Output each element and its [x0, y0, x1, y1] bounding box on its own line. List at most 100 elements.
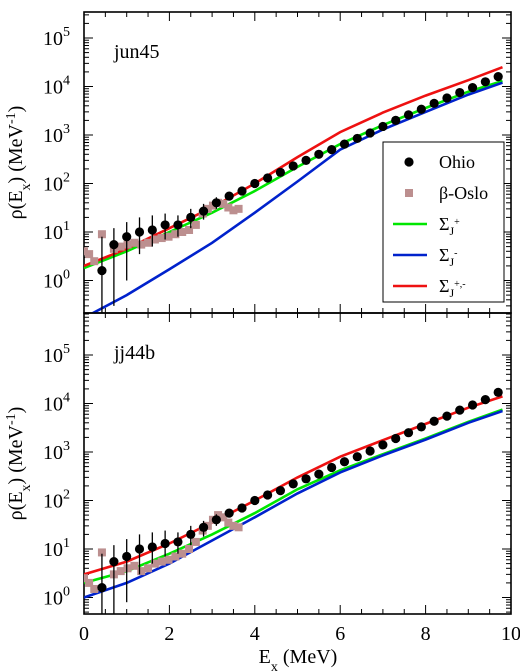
ohio-point: [173, 220, 183, 230]
ohio-point: [327, 144, 337, 155]
legend-marker-ohio: [404, 157, 414, 167]
ohio-point: [442, 411, 452, 421]
ohio-point: [160, 538, 170, 549]
y-tick-label: 103: [43, 439, 70, 464]
ohio-point: [198, 206, 209, 216]
ohio-point: [352, 133, 362, 144]
ohio-point: [391, 433, 401, 444]
ohio-point: [224, 508, 234, 518]
ohio-point: [493, 72, 503, 82]
ohio-point: [314, 469, 324, 479]
legend-label: β-Oslo: [439, 183, 488, 203]
x-ticks: [83, 12, 512, 313]
x-tick-label: 0: [79, 623, 89, 645]
ohio-point: [275, 486, 286, 496]
ohio-point: [237, 503, 247, 513]
ohio-point: [275, 167, 286, 177]
oslo-point: [178, 228, 187, 236]
oslo-point: [157, 234, 166, 243]
oslo-point: [234, 204, 243, 213]
legend-label: ΣJ+: [439, 214, 460, 238]
ohio-point: [442, 93, 452, 103]
oslo-point: [97, 230, 106, 239]
ohio-point: [97, 266, 107, 276]
plot-area: [84, 65, 503, 313]
oslo-point: [185, 225, 194, 234]
ohio-point: [250, 495, 260, 506]
oslo-point: [224, 203, 233, 212]
series-line-J+-: [84, 65, 503, 268]
y-tick-label: 102: [43, 488, 70, 513]
ohio-point: [250, 178, 260, 189]
ohio-point: [416, 104, 426, 114]
ohio-point: [134, 544, 145, 554]
ohio-point: [403, 110, 414, 120]
ohio-point: [480, 395, 490, 405]
oslo-point: [219, 199, 228, 208]
y-tick-label: 101: [43, 219, 70, 244]
oslo-point: [150, 235, 159, 244]
ohio-point: [147, 542, 157, 552]
ohio-point: [122, 232, 132, 242]
oslo-point: [144, 238, 153, 247]
oslo-point: [224, 518, 233, 527]
oslo-point: [214, 511, 223, 520]
y-tick-label: 104: [43, 391, 70, 416]
oslo-point: [123, 240, 132, 249]
y-tick-label: 104: [43, 74, 70, 99]
ohio-point: [186, 529, 196, 540]
ohio-point: [211, 198, 221, 208]
y-ticks: [84, 313, 511, 613]
ohio-point: [339, 457, 350, 467]
oslo-point: [97, 548, 106, 557]
x-tick-label: 8: [421, 623, 431, 645]
ohio-point: [288, 479, 298, 489]
oslo-point: [171, 230, 180, 239]
ohio-point: [237, 186, 247, 196]
x-ticks: [83, 313, 512, 614]
oslo-point: [234, 523, 243, 532]
oslo-point: [229, 521, 238, 530]
ohio-point: [301, 155, 311, 165]
ohio-point: [403, 428, 414, 438]
oslo-point: [219, 513, 228, 522]
oslo-point: [116, 567, 125, 576]
y-tick-label: 101: [43, 536, 70, 561]
oslo-point: [130, 238, 139, 247]
ohio-point: [416, 422, 426, 432]
legend-label: ΣJ-: [439, 245, 458, 269]
ohio-point: [327, 462, 337, 473]
ohio-point: [211, 515, 221, 525]
ohio-point: [301, 474, 311, 484]
legend-marker-oslo: [405, 189, 413, 197]
oslo-point: [123, 564, 132, 573]
oslo-point: [157, 557, 166, 566]
x-tick-label: 4: [250, 623, 260, 645]
y-axis-label: ρ(Ex) (MeV-1): [4, 106, 34, 220]
oslo-point: [178, 549, 187, 558]
oslo-point: [164, 555, 173, 564]
y-tick-label: 105: [43, 342, 70, 367]
oslo-point: [90, 584, 99, 593]
legend: Ohio β-Oslo ΣJ+ ΣJ- ΣJ+,-: [382, 141, 505, 303]
ohio-point: [263, 173, 273, 183]
x-tick-label: 10: [501, 623, 520, 645]
legend-label: Ohio: [439, 152, 475, 172]
y-tick-labels: 106 105 104 103 102 101 100: [43, 0, 70, 293]
y-tick-label: 100: [43, 585, 70, 610]
x-tick-label: 6: [335, 623, 345, 645]
oslo-point: [164, 232, 173, 241]
ohio-point: [288, 161, 298, 171]
x-tick-label: 2: [164, 623, 174, 645]
ohio-point: [429, 416, 439, 426]
ohio-point: [160, 220, 170, 230]
ohio-point: [198, 522, 209, 532]
y-tick-label: 106: [43, 0, 70, 2]
oslo-point: [137, 240, 146, 249]
ohio-point: [365, 128, 375, 138]
ohio-point: [467, 400, 478, 410]
x-tick-labels: 0 2 4 6 8 10: [79, 623, 520, 645]
ohio-point: [455, 405, 465, 415]
ohio-point: [122, 551, 132, 562]
oslo-point: [229, 206, 238, 215]
